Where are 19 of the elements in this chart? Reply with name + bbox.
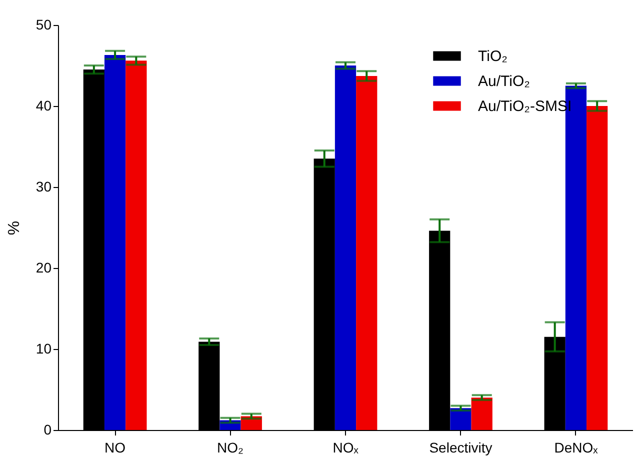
y-tick-label: 10 (36, 340, 52, 356)
bar (356, 76, 378, 430)
x-tick-label: Selectivity (429, 440, 492, 456)
x-tick-label: DeNOₓ (554, 440, 598, 456)
bar (126, 60, 147, 430)
legend-label: TiO₂ (478, 48, 508, 65)
legend-label: Au/TiO₂ (478, 73, 530, 90)
x-tick-label: NOₓ (332, 440, 359, 456)
y-tick-label: 0 (44, 422, 52, 438)
y-tick-label: 30 (36, 178, 52, 194)
bar (104, 54, 126, 430)
y-tick-label: 50 (36, 16, 52, 32)
bar (334, 66, 356, 430)
x-tick-label: NO₂ (217, 440, 244, 456)
y-axis-title: % (6, 220, 23, 236)
bar (586, 106, 608, 430)
y-tick-label: 40 (36, 98, 52, 114)
y-tick-label: 20 (36, 260, 52, 276)
x-tick-label: NO (104, 440, 126, 456)
